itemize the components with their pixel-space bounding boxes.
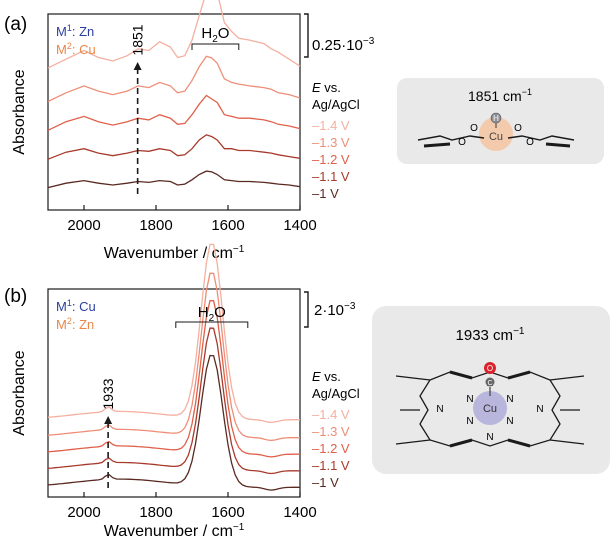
x-tick-label: 2000 [67, 504, 100, 521]
atom-o-b: O [487, 364, 493, 373]
panel-a-water-bracket: H2O [191, 25, 240, 50]
panel-b-scale-bar: 2·10−3 [304, 291, 356, 328]
legend-entry-4: –1.1 V [312, 169, 350, 184]
panel-a-letter: (a) [4, 14, 27, 35]
panel-a-inset-bold-bonds [423, 142, 571, 148]
panel-a-inset: 1851 cm−1 O O O O H Cu [397, 78, 604, 164]
series-line-5 [47, 354, 300, 491]
x-tick-label: 1600 [211, 504, 244, 521]
legend-entry-2: –1.3 V [312, 135, 350, 150]
atom-h: H [493, 114, 499, 123]
panel-b-scale-bar-label: 2·10−3 [314, 301, 356, 319]
atom-n-8: N [486, 432, 493, 443]
panel-b-metal-2: M2: Zn [56, 316, 94, 332]
series-line-3 [47, 94, 301, 131]
porphyrin-bold-bonds [449, 370, 531, 448]
panel-b-inset-label: 1933 cm−1 [456, 326, 525, 344]
legend-entry-1: –1.4 V [312, 118, 350, 133]
panel-a-peak-label: 1851 [130, 24, 146, 55]
legend-entry-3: –1.2 V [312, 152, 350, 167]
series-line-2 [47, 272, 300, 442]
x-tick-label: 1400 [283, 217, 316, 234]
legend-entry-1: –1.4 V [312, 407, 350, 422]
panel-b: (b) 2000 1800 1600 1400 Absorbance Wavenumb… [4, 243, 610, 540]
panel-a-x-label: Wavenumber / cm−1 [104, 244, 245, 262]
cu-orbital-a [479, 117, 513, 151]
carbon-atom-icon [485, 377, 495, 387]
x-tick-label: 1600 [211, 217, 244, 234]
series-line-3 [47, 299, 300, 458]
series-line-5 [47, 170, 301, 189]
panel-b-plot-frame [47, 288, 301, 498]
panel-b-water-label: H2O [198, 304, 226, 324]
x-tick-label: 1800 [139, 217, 172, 234]
legend-entry-5: –1 V [312, 475, 339, 490]
x-tick-label: 2000 [67, 217, 100, 234]
cu-orbital-b [473, 391, 507, 425]
panel-b-y-label: Absorbance [11, 350, 28, 435]
panel-a-metal-2: M2: Cu [56, 41, 96, 57]
atom-n-3: N [466, 416, 473, 427]
panel-a-peak-marker: 1851 [130, 24, 146, 194]
atom-c-b: C [487, 380, 492, 387]
atom-n-5: N [436, 404, 443, 415]
atom-n-6: N [536, 404, 543, 415]
panel-b-x-ticks: 2000 1800 1600 1400 [67, 492, 317, 521]
legend-entry-3: –1.2 V [312, 441, 350, 456]
panel-b-water-bracket: H2O [175, 304, 249, 328]
legend-entry-4: –1.1 V [312, 458, 350, 473]
panel-b-series-group [47, 243, 300, 491]
panel-a-x-ticks: 2000 1800 1600 1400 [67, 205, 317, 234]
panel-b-letter: (b) [4, 286, 27, 307]
panel-a-inset-backbone [417, 135, 575, 141]
atom-n-2: N [506, 394, 513, 405]
panel-b-legend-ref: Ag/AgCl [312, 386, 360, 401]
panel-b-voltage-legend: –1.4 V –1.3 V –1.2 V –1.1 V –1 V [312, 407, 350, 490]
atom-n-1: N [466, 394, 473, 405]
atom-o-4: O [526, 137, 534, 148]
panel-b-inset: 1933 cm−1 N N N N N N N N O C Cu [372, 306, 610, 474]
atom-o-1: O [470, 123, 478, 134]
legend-entry-5: –1 V [312, 186, 339, 201]
atom-cu-a: Cu [489, 131, 503, 143]
series-line-4 [47, 134, 301, 160]
oxygen-atom-icon [484, 362, 496, 374]
panel-a-inset-label: 1851 cm−1 [468, 87, 532, 104]
panel-a-scale-bar-label: 0.25·10−3 [312, 36, 375, 54]
legend-entry-2: –1.3 V [312, 424, 350, 439]
x-tick-label: 1800 [139, 504, 172, 521]
panel-b-inset-box [372, 306, 610, 474]
series-line-2 [47, 55, 301, 103]
panel-a-legend-heading: E vs. [312, 80, 341, 95]
atom-n-4: N [506, 416, 513, 427]
panel-b-peak-label: 1933 [100, 378, 116, 409]
series-line-1 [47, 0, 301, 69]
porphyrin-substituents [395, 375, 585, 445]
atom-cu-b: Cu [483, 403, 497, 415]
panel-b-x-label: Wavenumber / cm−1 [104, 522, 245, 540]
atom-o-3: O [458, 137, 466, 148]
x-tick-label: 1400 [283, 504, 316, 521]
panel-b-legend-heading: E vs. [312, 369, 341, 384]
panel-a-series-group [47, 0, 301, 189]
series-line-1 [47, 243, 300, 424]
panel-b-peak-marker: 1933 [100, 378, 116, 488]
panel-a-metal-1: M1: Zn [56, 23, 94, 39]
panel-a-legend-ref: Ag/AgCl [312, 97, 360, 112]
atom-o-2: O [514, 123, 522, 134]
panel-a-plot-frame [47, 13, 301, 211]
panel-b-metal-1: M1: Cu [56, 298, 96, 314]
panel-a-voltage-legend: –1.4 V –1.3 V –1.2 V –1.1 V –1 V [312, 118, 350, 201]
panel-a: (a) 2000 1800 1600 1400 Absorbance Wavenumb… [4, 0, 604, 262]
panel-a-y-label: Absorbance [11, 69, 28, 154]
series-line-4 [47, 327, 300, 475]
panel-a-water-label: H2O [201, 25, 229, 45]
panel-a-scale-bar: 0.25·10−3 [304, 13, 375, 58]
